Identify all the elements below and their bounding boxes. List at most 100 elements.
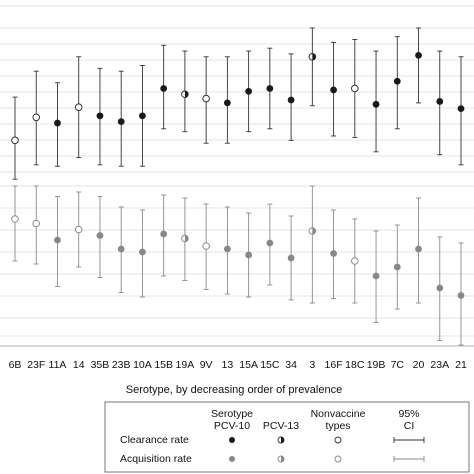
acquisition-point-23A (436, 236, 444, 341)
x-tick-label: 13 (222, 359, 234, 371)
point-marker-nonvaccine (415, 51, 422, 59)
point-marker-nonvaccine (330, 250, 337, 257)
x-tick-label: 9V (200, 359, 213, 371)
acquisition-point-15A (245, 212, 253, 298)
point-marker-pcv13-half (184, 90, 189, 98)
clearance-point-18C (351, 39, 359, 138)
clearance-point-21 (457, 56, 465, 166)
point-marker-pcv13-half (184, 235, 189, 242)
point-marker-nonvaccine (139, 112, 146, 120)
clearance-point-10A (139, 64, 146, 167)
point-marker-pcv13-half (312, 53, 316, 61)
x-tick-label: 16F (325, 359, 343, 371)
x-tick-label: 34 (285, 359, 297, 371)
acquisition-point-10A (139, 209, 146, 298)
clearance-point-9V (202, 56, 210, 144)
clearance-point-7C (393, 36, 401, 130)
point-marker-nonvaccine (96, 112, 104, 120)
legend-acquisition-pcv10-marker (229, 456, 235, 462)
point-marker-nonvaccine (54, 119, 61, 127)
x-axis-title: Serotype, by decreasing order of prevale… (126, 384, 342, 396)
legend-col-ci: 95% (398, 408, 419, 420)
point-marker-pcv10 (74, 103, 83, 111)
x-tick-label: 35B (91, 359, 110, 371)
acquisition-point-3 (308, 185, 317, 304)
point-marker-pcv10 (351, 84, 359, 93)
clearance-point-15C (266, 47, 274, 130)
point-marker-pcv10 (11, 136, 19, 145)
x-tick-label: 7C (391, 359, 405, 371)
point-marker-nonvaccine (457, 105, 465, 113)
legend-clearance-nonvaccine-marker (334, 436, 342, 444)
point-marker-nonvaccine (436, 98, 444, 105)
acquisition-point-15C (266, 203, 274, 286)
legend: Serotype PCV-10 PCV-13 Nonvaccine types … (104, 401, 470, 473)
legend-col-pcv10: PCV-10 (214, 420, 250, 432)
clearance-point-23B (117, 70, 125, 167)
grid-lines (0, 5, 474, 347)
point-marker-pcv10 (11, 215, 19, 223)
point-marker-pcv10 (202, 242, 210, 250)
clearance-point-15B (160, 44, 168, 130)
acquisition-point-14 (74, 191, 83, 268)
point-marker-nonvaccine (415, 245, 422, 253)
point-marker-pcv13-half (312, 227, 316, 235)
point-marker-pcv10 (32, 113, 41, 122)
acquisition-point-6B (11, 185, 19, 262)
acquisition-point-23B (117, 206, 125, 293)
x-tick-label: 19B (367, 359, 386, 371)
acquisition-point-21 (457, 242, 465, 346)
point-marker-nonvaccine (372, 100, 380, 108)
legend-clearance-pcv13-half (281, 437, 284, 443)
point-marker-nonvaccine (139, 248, 146, 256)
acquisition-point-19B (372, 230, 380, 323)
acquisition-point-20 (415, 197, 422, 304)
clearance-point-6B (11, 96, 19, 180)
point-marker-nonvaccine (372, 272, 380, 280)
x-tick-label: 15C (260, 359, 280, 371)
acquisition-point-11A (54, 196, 61, 287)
clearance-point-23A (436, 50, 444, 156)
x-tick-label: 18C (345, 359, 365, 371)
legend-acquisition-nonvaccine-marker (334, 455, 342, 463)
acquisition-point-23F (32, 185, 41, 265)
acquisition-point-16F (330, 209, 337, 299)
point-marker-nonvaccine (457, 292, 465, 299)
legend-clearance-pcv10-marker (229, 437, 235, 443)
clearance-point-16F (330, 41, 337, 137)
clearance-point-15A (245, 50, 253, 133)
legend-row-clearance: Clearance rate (120, 434, 189, 446)
x-tick-label: 21 (455, 359, 467, 371)
clearance-point-34 (287, 53, 295, 141)
x-tick-label: 3 (309, 359, 315, 371)
clearance-point-14 (74, 56, 83, 159)
clearance-point-20 (415, 27, 422, 104)
clearance-point-35B (96, 67, 104, 166)
point-marker-nonvaccine (160, 230, 168, 238)
clearance-point-19B (372, 50, 380, 153)
point-marker-nonvaccine (266, 85, 274, 92)
legend-col-pcv13: PCV-13 (263, 420, 299, 432)
point-marker-nonvaccine (393, 77, 401, 85)
legend-symbols (229, 436, 425, 463)
clearance-point-23F (32, 70, 41, 166)
x-tick-label: 20 (413, 359, 425, 371)
x-tick-label: 6B (9, 359, 22, 371)
x-tick-label: 23F (27, 359, 45, 371)
point-marker-nonvaccine (117, 245, 125, 253)
acquisition-point-13 (223, 206, 231, 295)
point-marker-nonvaccine (245, 87, 253, 95)
point-marker-nonvaccine (330, 86, 337, 94)
x-tick-label: 23A (430, 359, 449, 371)
point-marker-nonvaccine (223, 245, 231, 253)
legend-row-acquisition: Acquisition rate (120, 453, 192, 465)
point-marker-nonvaccine (266, 239, 274, 247)
clearance-point-11A (54, 82, 61, 167)
legend-box (104, 401, 470, 473)
legend-col-nonvaccine: Nonvaccine (311, 408, 366, 420)
point-marker-pcv10 (74, 225, 83, 234)
acquisition-point-7C (393, 224, 401, 310)
point-marker-nonvaccine (117, 118, 125, 125)
x-tick-label: 14 (73, 359, 85, 371)
